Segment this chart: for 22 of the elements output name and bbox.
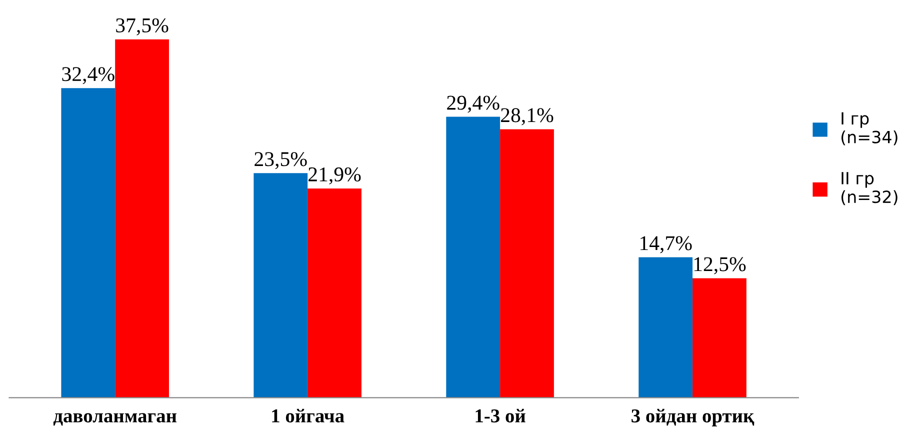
bar bbox=[638, 257, 693, 398]
legend-label: I гр (n=34) bbox=[841, 112, 898, 146]
data-label: 28,1% bbox=[501, 108, 554, 126]
data-label: 14,7% bbox=[640, 236, 692, 254]
bar bbox=[61, 88, 116, 398]
x-tick-label: 3 ойдан ортиқ bbox=[632, 408, 754, 426]
data-label: 12,5% bbox=[694, 257, 746, 274]
data-label: 32,4% bbox=[62, 67, 114, 84]
data-label: 23,5% bbox=[254, 152, 307, 170]
x-tick-label: даволанмаган bbox=[53, 413, 176, 426]
bar bbox=[308, 188, 362, 398]
data-label: 21,9% bbox=[308, 167, 361, 184]
data-label: 37,5% bbox=[116, 18, 168, 36]
bar bbox=[115, 39, 169, 398]
data-label: 29,4% bbox=[447, 96, 500, 113]
legend-label: II гр (n=32) bbox=[841, 172, 898, 206]
x-tick-label: 1 ойгача bbox=[272, 408, 344, 422]
bar bbox=[446, 116, 500, 398]
bar bbox=[500, 129, 554, 398]
bar bbox=[692, 278, 746, 398]
x-tick-label: 1-3 ой bbox=[476, 408, 526, 422]
bar bbox=[254, 173, 308, 398]
